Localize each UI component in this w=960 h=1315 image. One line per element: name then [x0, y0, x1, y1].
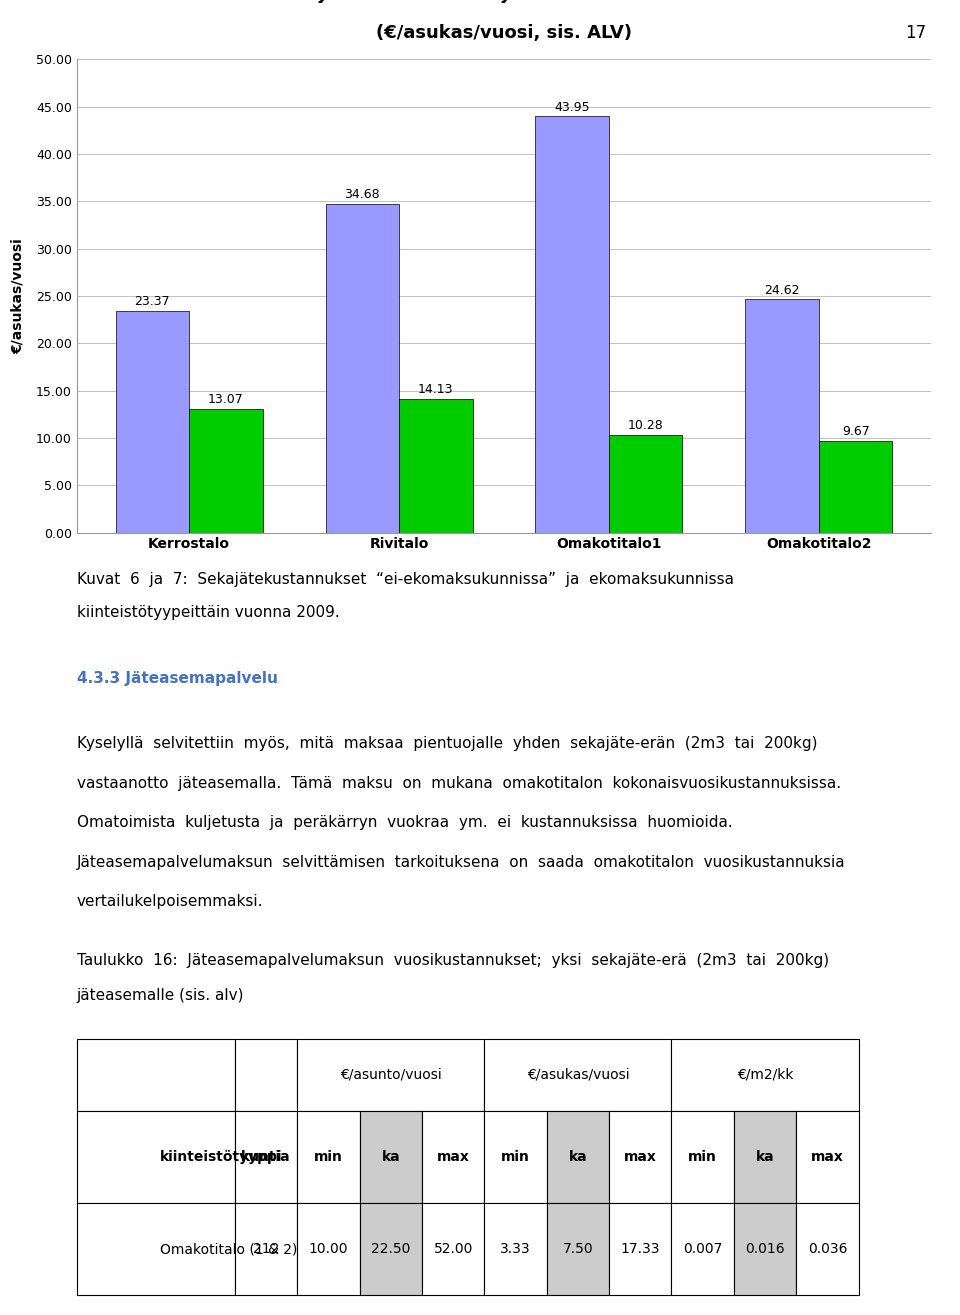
Text: ka: ka — [756, 1149, 775, 1164]
Text: 52.00: 52.00 — [434, 1243, 473, 1256]
Text: Kyselyllä  selvitettiin  myös,  mitä  maksaa  pientuojalle  yhden  sekajäte-erän: Kyselyllä selvitettiin myös, mitä maksaa… — [77, 736, 817, 751]
Text: min: min — [314, 1149, 343, 1164]
Bar — [796, 1203, 858, 1295]
Bar — [536, 117, 609, 533]
Text: Taulukko  16:  Jäteasemapalvelumaksun  vuosikustannukset;  yksi  sekajäte-erä  (: Taulukko 16: Jäteasemapalvelumaksun vuos… — [77, 953, 828, 968]
Bar — [733, 1203, 796, 1295]
Text: ka: ka — [568, 1149, 588, 1164]
Text: kuntia: kuntia — [241, 1149, 291, 1164]
Bar — [796, 1111, 858, 1203]
Bar — [235, 1203, 298, 1295]
Text: 9.67: 9.67 — [842, 425, 870, 438]
Bar — [325, 204, 399, 533]
Bar — [671, 1039, 858, 1111]
Bar — [235, 1111, 298, 1203]
Text: €/asukas/vuosi: €/asukas/vuosi — [527, 1068, 629, 1082]
Bar — [547, 1203, 609, 1295]
Text: (€/asukas/vuosi, sis. ALV): (€/asukas/vuosi, sis. ALV) — [376, 24, 632, 42]
Bar — [609, 1203, 671, 1295]
Bar — [485, 1111, 547, 1203]
Bar — [485, 1039, 671, 1111]
Text: €/m2/kk: €/m2/kk — [736, 1068, 793, 1082]
Text: min: min — [501, 1149, 530, 1164]
Bar — [298, 1203, 360, 1295]
Y-axis label: €/asukas/vuosi: €/asukas/vuosi — [11, 238, 25, 354]
Text: max: max — [437, 1149, 469, 1164]
Text: 23.37: 23.37 — [134, 296, 170, 309]
Bar — [235, 1039, 298, 1111]
Bar — [77, 1203, 235, 1295]
Text: max: max — [624, 1149, 657, 1164]
Text: €/asunto/vuosi: €/asunto/vuosi — [340, 1068, 442, 1082]
Text: max: max — [811, 1149, 844, 1164]
Text: 4.3.3 Jäteasemapalvelu: 4.3.3 Jäteasemapalvelu — [77, 671, 277, 685]
Text: 0.007: 0.007 — [683, 1243, 722, 1256]
Bar — [77, 1039, 235, 1111]
Text: 0.016: 0.016 — [745, 1243, 785, 1256]
Text: 10.00: 10.00 — [309, 1243, 348, 1256]
Bar — [609, 435, 683, 533]
Text: jäteasemalle (sis. alv): jäteasemalle (sis. alv) — [77, 988, 244, 1002]
Text: Kuvat  6  ja  7:  Sekajätekustannukset  “ei-ekomaksukunnissa”  ja  ekomaksukunni: Kuvat 6 ja 7: Sekajätekustannukset “ei-e… — [77, 572, 733, 586]
Text: 212: 212 — [252, 1243, 279, 1256]
Bar — [399, 398, 472, 533]
Text: min: min — [688, 1149, 717, 1164]
Text: Jäteasemapalvelumaksun  selvittämisen  tarkoituksena  on  saada  omakotitalon  v: Jäteasemapalvelumaksun selvittämisen tar… — [77, 855, 846, 869]
Text: 17.33: 17.33 — [620, 1243, 660, 1256]
Text: 24.62: 24.62 — [764, 284, 800, 297]
Text: 34.68: 34.68 — [345, 188, 380, 201]
Bar — [360, 1111, 422, 1203]
Text: ka: ka — [381, 1149, 400, 1164]
Bar — [547, 1111, 609, 1203]
Bar — [422, 1111, 485, 1203]
Text: 3.33: 3.33 — [500, 1243, 531, 1256]
Text: 13.07: 13.07 — [208, 393, 244, 406]
Text: vertailukelpoisemmaksi.: vertailukelpoisemmaksi. — [77, 894, 263, 909]
Text: kiinteistötyypeittäin vuonna 2009.: kiinteistötyypeittäin vuonna 2009. — [77, 605, 340, 619]
Bar — [733, 1111, 796, 1203]
Text: 14.13: 14.13 — [418, 383, 453, 396]
Bar — [745, 300, 819, 533]
Bar — [671, 1111, 733, 1203]
Bar — [298, 1111, 360, 1203]
Text: vastaanotto  jäteasemalla.  Tämä  maksu  on  mukana  omakotitalon  kokonaisvuosi: vastaanotto jäteasemalla. Tämä maksu on … — [77, 776, 841, 790]
Bar — [189, 409, 263, 533]
Bar — [298, 1039, 485, 1111]
Bar — [671, 1203, 733, 1295]
Bar — [485, 1203, 547, 1295]
Bar — [609, 1111, 671, 1203]
Text: Sekajätekustannukset ja erillinen "ekomaksu": Sekajätekustannukset ja erillinen "ekoma… — [271, 0, 737, 3]
Text: 7.50: 7.50 — [563, 1243, 593, 1256]
Text: 22.50: 22.50 — [372, 1243, 411, 1256]
Bar — [819, 441, 893, 533]
Text: Omatoimista  kuljetusta  ja  peräkärryn  vuokraa  ym.  ei  kustannuksissa  huomi: Omatoimista kuljetusta ja peräkärryn vuo… — [77, 815, 732, 830]
Text: kiinteistötyyppi: kiinteistötyyppi — [160, 1149, 282, 1164]
Bar — [422, 1203, 485, 1295]
Text: 17: 17 — [905, 24, 926, 42]
Text: 0.036: 0.036 — [807, 1243, 847, 1256]
Text: Omakotitalo (1 & 2): Omakotitalo (1 & 2) — [160, 1243, 298, 1256]
Text: 43.95: 43.95 — [555, 101, 590, 113]
Bar — [77, 1111, 235, 1203]
Text: 10.28: 10.28 — [628, 419, 663, 433]
Bar — [360, 1203, 422, 1295]
Bar — [115, 312, 189, 533]
